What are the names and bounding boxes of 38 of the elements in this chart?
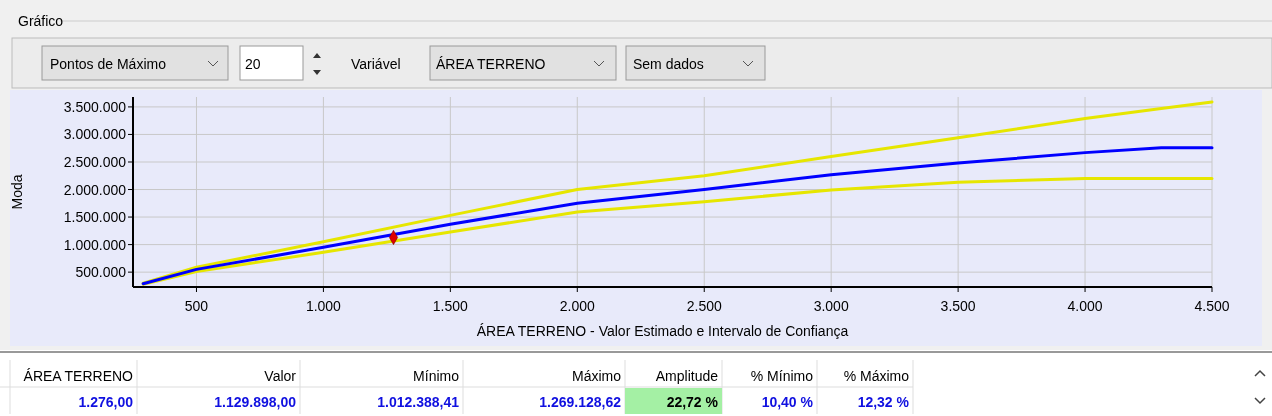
text: Pontos de Máximo: [50, 56, 167, 72]
text: Variável: [351, 56, 401, 72]
x-tick-label: 2.000: [559, 298, 596, 314]
y-tick-label: 3.000.000: [63, 126, 127, 143]
x-axis-title: ÁREA TERRENO - Valor Estimado e Intervalo de Confiança: [476, 323, 849, 339]
text: 22,72 %: [666, 394, 719, 410]
x-tick-label: 4.500: [1194, 298, 1230, 314]
y-tick-label: 1.000.000: [63, 236, 127, 253]
text: ÁREA TERRENO: [436, 56, 546, 72]
text: 20: [245, 56, 261, 72]
text: Máximo: [571, 368, 622, 384]
text: Valor: [264, 368, 297, 384]
text: 12,32 %: [857, 394, 910, 410]
text: ÁREA TERRENO: [23, 368, 134, 384]
y-axis-title: Moda: [9, 174, 25, 210]
x-tick-label: 1.500: [432, 298, 469, 314]
y-tick-label: 1.500.000: [63, 209, 127, 226]
text: 1.269.128,62: [539, 394, 622, 410]
text: 1.276,00: [78, 394, 134, 410]
y-tick-label: 3.500.000: [63, 98, 127, 115]
y-tick-label: 500.000: [75, 264, 127, 281]
y-tick-label: 2.500.000: [63, 153, 127, 170]
text: % Máximo: [843, 368, 910, 384]
x-tick-label: 3.500: [940, 298, 976, 314]
text: 10,40 %: [761, 394, 814, 410]
x-tick-label: 4.000: [1067, 298, 1103, 314]
x-tick-label: 3.000: [813, 298, 849, 314]
x-tick-label: 500: [184, 298, 209, 314]
text: Mínimo: [413, 368, 460, 384]
text: Gráfico: [18, 13, 64, 29]
text: % Mínimo: [750, 368, 814, 384]
text: 1.129.898,00: [214, 394, 297, 410]
x-tick-label: 1.000: [305, 298, 342, 314]
y-tick-label: 2.000.000: [63, 181, 127, 198]
x-tick-label: 2.500: [686, 298, 722, 314]
text: Sem dados: [633, 56, 704, 72]
text: Amplitude: [655, 368, 719, 384]
text: 1.012.388,41: [377, 394, 460, 410]
